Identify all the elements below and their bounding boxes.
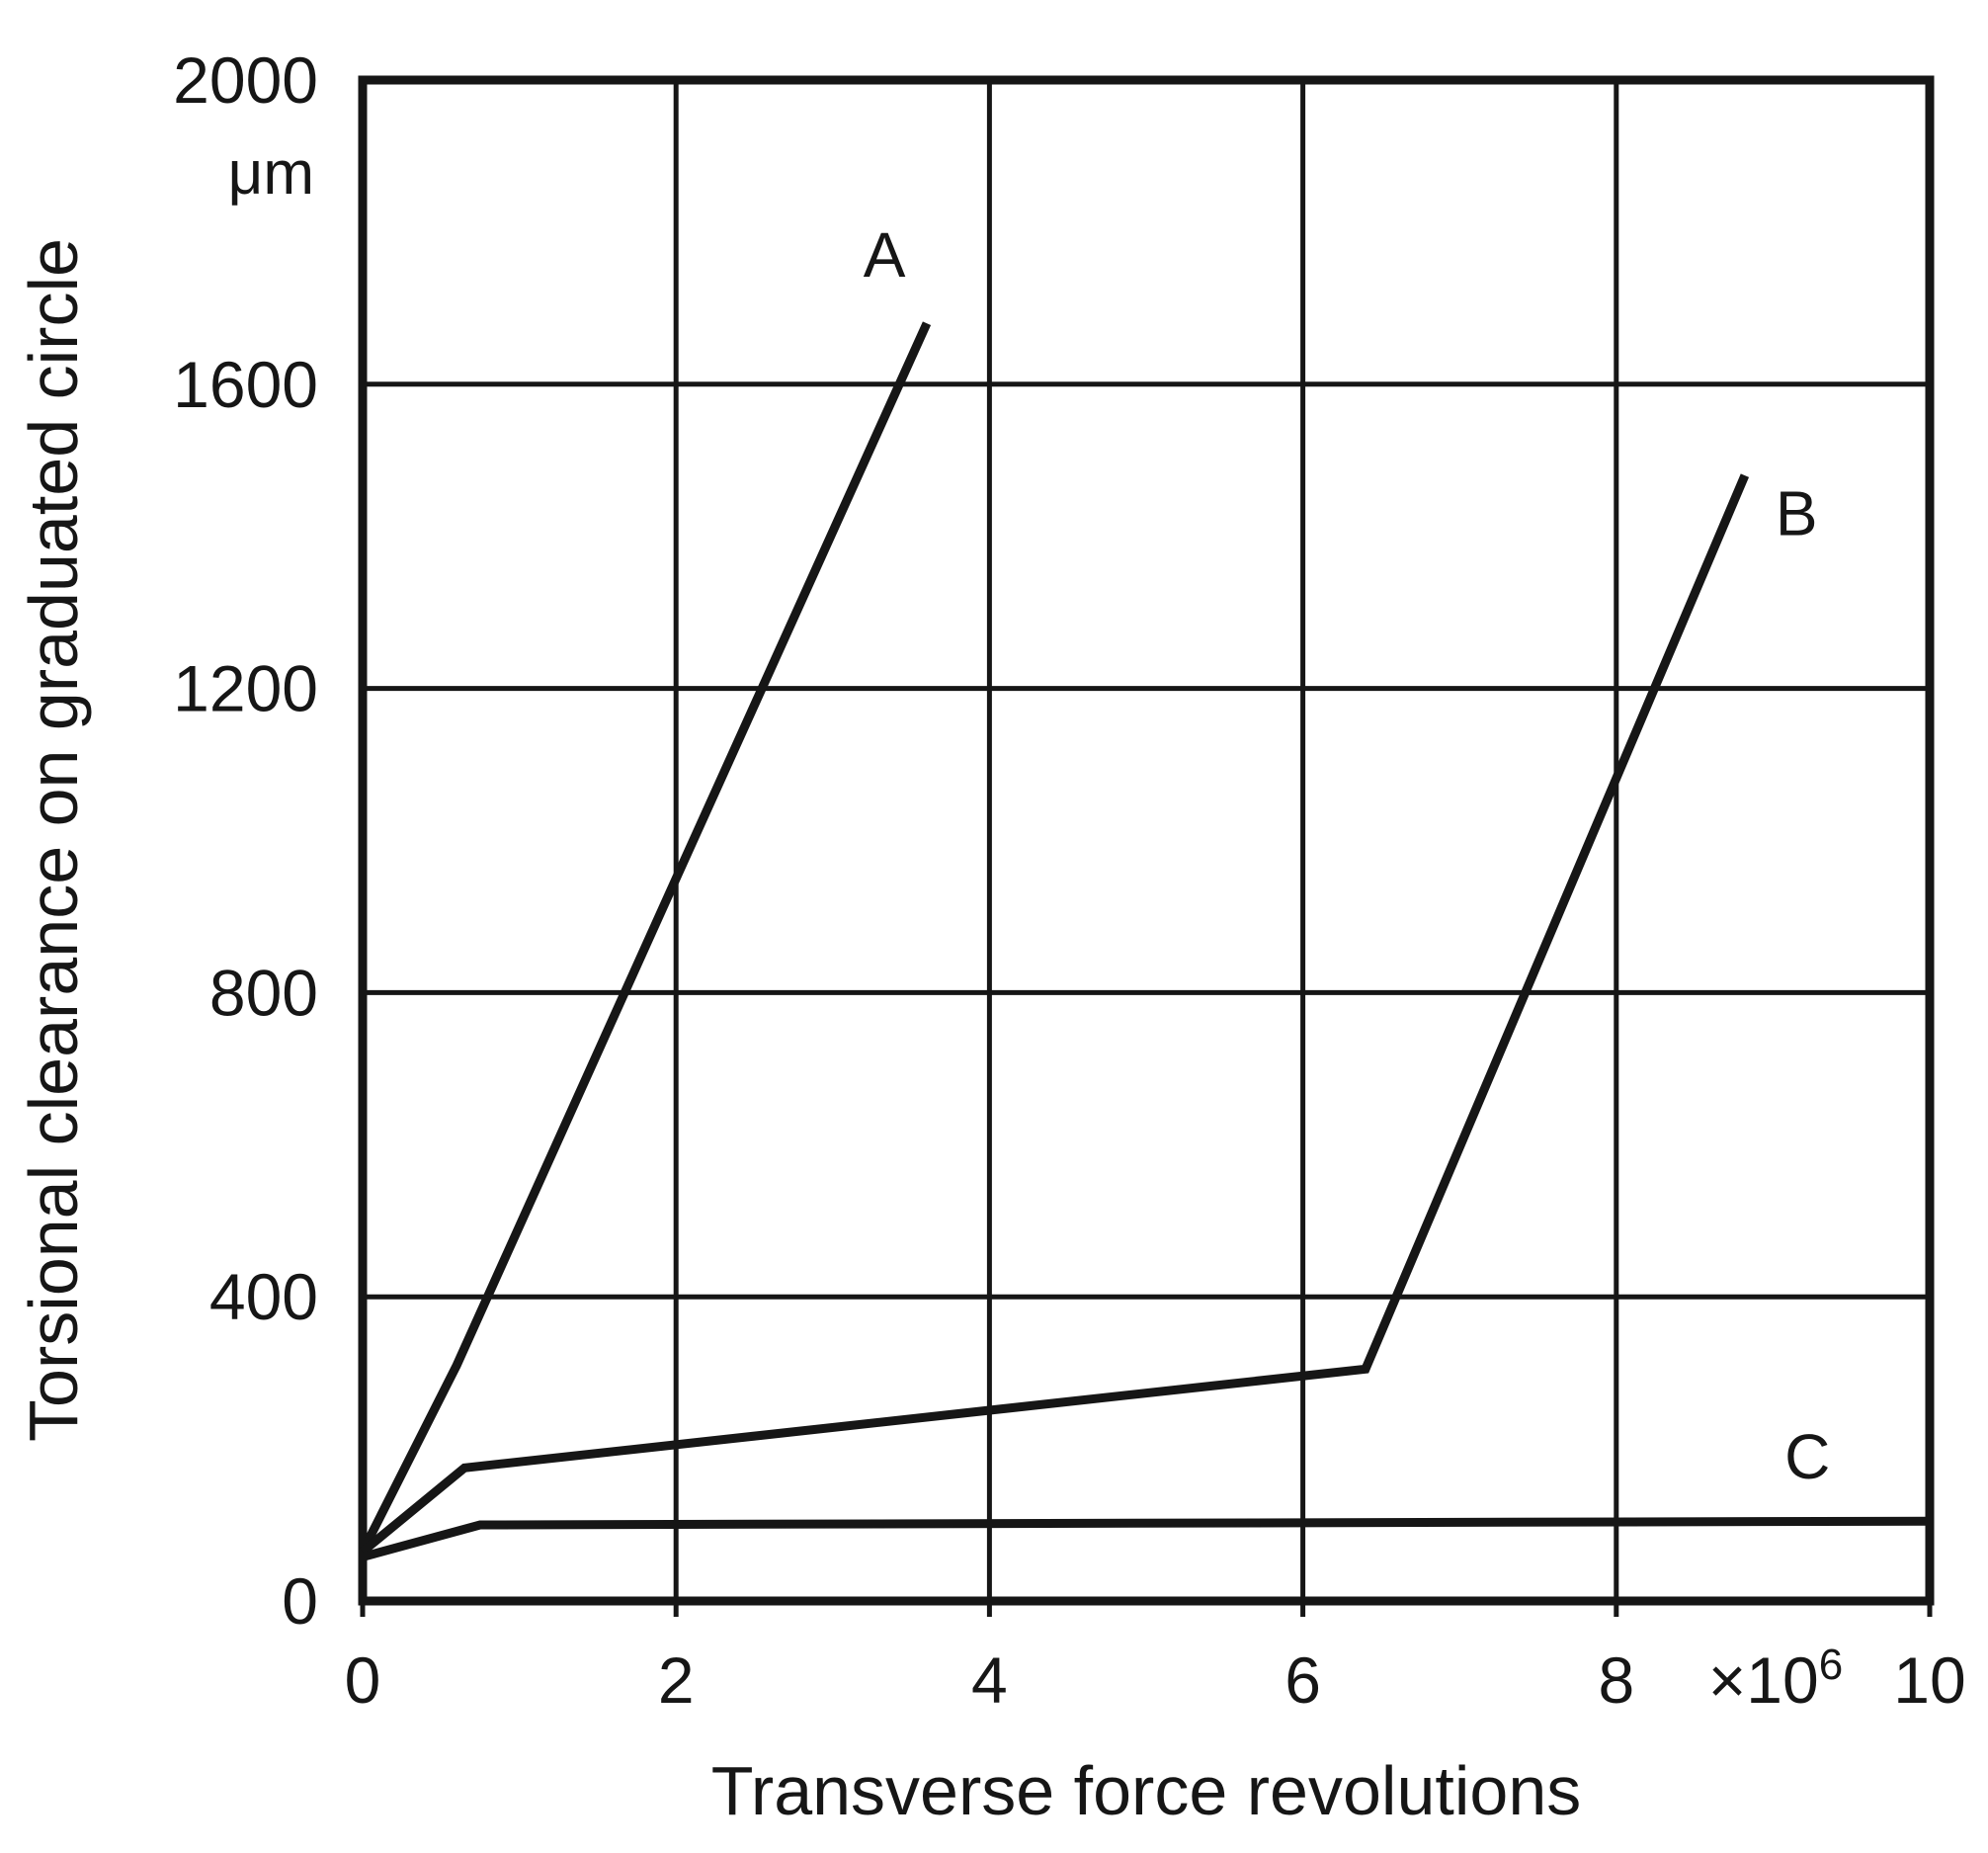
series-B-line [360,473,1750,1556]
x-axis-title: Transverse force revolutions [711,1752,1582,1829]
series-B-label: B [1776,478,1818,549]
y-tick-label-2000: 2000 [173,43,318,117]
series-C-line [361,1516,1931,1561]
y-tick-label-1600: 1600 [173,348,318,421]
x-tick-label-8: 8 [1598,1643,1634,1717]
x-tick-label-6: 6 [1284,1643,1321,1717]
x-tick-label-10: 10 [1893,1643,1965,1717]
x-tick-label-2: 2 [658,1643,695,1717]
y-axis-unit: μm [228,139,314,208]
y-tick-label-400: 400 [209,1260,318,1333]
y-tick-label-1200: 1200 [173,652,318,725]
y-tick-label-0: 0 [282,1564,318,1638]
y-axis-title: Torsional clearance on graduated circle [15,238,92,1442]
x-scale-multiplier: ×106 [1708,1641,1843,1717]
series-C-label: C [1784,1421,1830,1492]
series-A-label: A [864,219,906,291]
x-tick-label-4: 4 [971,1643,1008,1717]
plot-border [358,75,1935,1606]
plot-area: 0 2 4 6 8 10 ×106 0 400 800 1200 1600 2000 A B C [173,43,1966,1717]
series-A-line [358,321,932,1555]
y-tick-label-800: 800 [209,956,318,1029]
x-tick-label-0: 0 [345,1643,381,1717]
